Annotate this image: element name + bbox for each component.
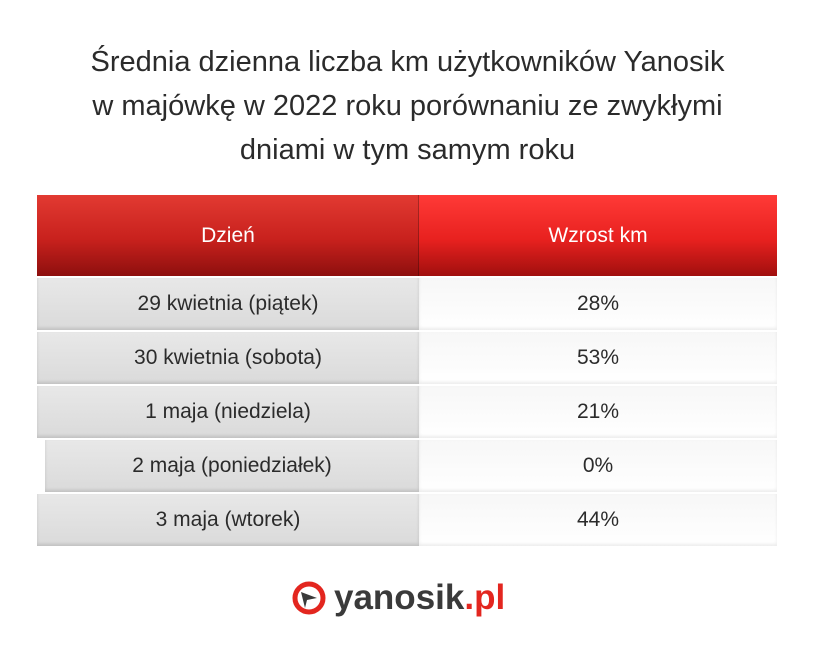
title-line-3: dniami w tym samym roku	[239, 134, 576, 166]
table-row: 2 maja (poniedziałek) 0%	[37, 440, 777, 492]
increase-cell: 53%	[419, 332, 777, 384]
data-table: Dzień Wzrost km 29 kwietnia (piątek) 28%…	[37, 195, 777, 546]
header-day: Dzień	[37, 195, 419, 276]
yanosik-logo-icon	[292, 581, 326, 615]
increase-cell: 44%	[419, 494, 777, 546]
header-increase: Wzrost km	[419, 195, 777, 276]
table-row: 1 maja (niedziela) 21%	[37, 386, 777, 438]
day-cell: 2 maja (poniedziałek)	[45, 440, 419, 492]
yanosik-logo: yanosik.pl	[292, 578, 505, 618]
day-cell: 29 kwietnia (piątek)	[37, 278, 419, 330]
day-cell: 30 kwietnia (sobota)	[37, 332, 419, 384]
increase-cell: 28%	[419, 278, 777, 330]
table-header: Dzień Wzrost km	[37, 195, 777, 276]
title-line-1: Średnia dzienna liczba km użytkowników Y…	[90, 46, 725, 78]
day-cell: 3 maja (wtorek)	[37, 494, 419, 546]
table-row: 3 maja (wtorek) 44%	[37, 494, 777, 546]
logo-suffix: .pl	[464, 578, 506, 617]
chart-title: Średnia dzienna liczba km użytkowników Y…	[0, 40, 815, 172]
table-row: 29 kwietnia (piątek) 28%	[37, 278, 777, 330]
table-row: 30 kwietnia (sobota) 53%	[37, 332, 777, 384]
title-line-2: w majówkę w 2022 roku porównaniu ze zwyk…	[92, 90, 723, 122]
increase-cell: 21%	[419, 386, 777, 438]
day-cell: 1 maja (niedziela)	[37, 386, 419, 438]
logo-name: yanosik	[334, 578, 465, 617]
increase-cell: 0%	[419, 440, 777, 492]
